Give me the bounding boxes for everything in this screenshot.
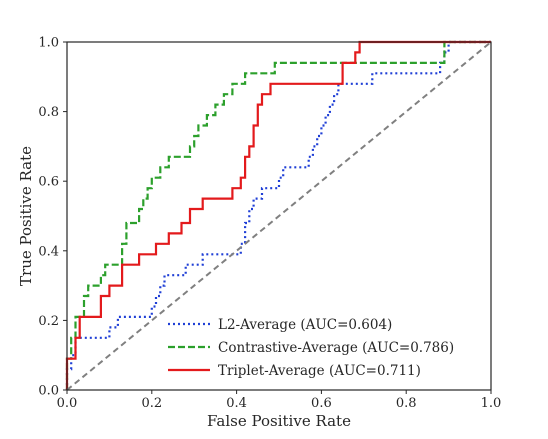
x-tick-label: 0.0 [57,396,78,411]
legend-label-0: L2-Average (AUC=0.604) [218,317,392,333]
x-tick-label: 0.6 [311,396,332,411]
y-tick-label: 1.0 [38,36,59,51]
series-line-2 [65,40,491,390]
y-tick-label: 0.0 [38,384,59,399]
legend-label-2: Triplet-Average (AUC=0.711) [218,363,421,379]
chance-diagonal-line [66,41,492,391]
series-lines [65,40,492,391]
y-axis-label: True Positive Rate [17,146,35,286]
y-tick-label: 0.6 [38,175,59,190]
x-tick-label: 0.2 [141,396,162,411]
axis-ticks: 0.0 0.2 0.4 0.6 0.8 1.0 0.0 0.2 0.4 0.6 0.8 1.0 [38,36,501,412]
plot-frame [66,41,492,391]
legend-label-1: Contrastive-Average (AUC=0.786) [218,340,454,356]
series-line-0 [65,40,491,390]
x-tick-label: 1.0 [481,396,502,411]
y-tick-label: 0.4 [38,244,59,259]
x-axis-label: False Positive Rate [207,412,351,430]
y-tick-label: 0.2 [38,314,59,329]
legend: L2-Average (AUC=0.604) Contrastive-Averag… [168,317,454,379]
y-tick-label: 0.8 [38,105,59,120]
x-tick-label: 0.4 [226,396,247,411]
x-tick-label: 0.8 [396,396,417,411]
